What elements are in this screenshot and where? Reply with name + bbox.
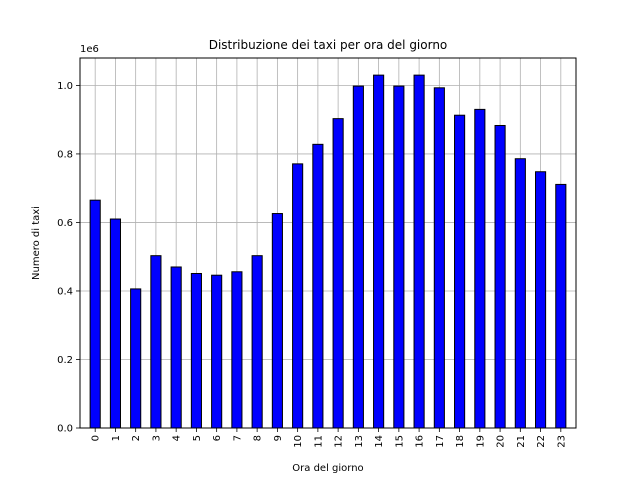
x-tick-label: 0 xyxy=(91,435,102,441)
ticks: 0 1 2 3 4 5 6 7 8 9 10 11 12 13 14 15 16 17 18 19 20 21 22 230.… xyxy=(57,81,567,448)
bar-21 xyxy=(514,158,526,429)
x-tick-label: 7 xyxy=(232,435,243,441)
x-tick-label: 18 xyxy=(455,435,466,448)
bars xyxy=(89,74,567,429)
x-tick-label: 21 xyxy=(516,435,527,448)
bar-17 xyxy=(433,87,445,429)
x-tick-label: 20 xyxy=(496,435,507,448)
x-tick-label: 19 xyxy=(475,435,486,448)
bar-1 xyxy=(109,218,121,429)
bar-8 xyxy=(251,255,263,429)
chart-title: Distribuzione dei taxi per ora del giorn… xyxy=(209,38,448,52)
x-tick-label: 12 xyxy=(334,435,345,448)
bar-14 xyxy=(373,74,385,429)
x-tick-label: 13 xyxy=(354,435,365,448)
x-tick-label: 23 xyxy=(556,435,567,448)
bar-18 xyxy=(454,114,466,429)
x-axis-label: Ora del giorno xyxy=(292,463,363,474)
x-tick-label: 22 xyxy=(536,435,547,448)
x-tick-label: 5 xyxy=(192,435,203,441)
bar-3 xyxy=(150,255,162,429)
x-tick-label: 14 xyxy=(374,435,385,448)
x-tick-label: 15 xyxy=(394,435,405,448)
x-tick-label: 11 xyxy=(313,435,324,448)
plot-frame xyxy=(79,57,577,429)
bar-20 xyxy=(494,124,506,429)
y-offset-text: 1e6 xyxy=(80,44,99,55)
bar-9 xyxy=(271,213,283,429)
bar-13 xyxy=(352,85,364,429)
x-tick-label: 9 xyxy=(273,435,284,441)
bar-7 xyxy=(231,271,243,429)
bar-4 xyxy=(170,266,182,429)
bar-2 xyxy=(130,288,142,429)
x-tick-label: 1 xyxy=(111,435,122,441)
bar-6 xyxy=(211,274,223,429)
bar-0 xyxy=(89,199,101,429)
x-tick-label: 10 xyxy=(293,435,304,448)
bar-23 xyxy=(555,183,567,429)
y-tick-label: 0.0 xyxy=(57,424,73,435)
bar-10 xyxy=(292,163,304,429)
y-tick-label: 0.4 xyxy=(57,286,73,297)
y-axis-label: Numero di taxi xyxy=(31,206,42,280)
y-tick-label: 0.6 xyxy=(57,218,73,229)
y-tick-label: 1.0 xyxy=(57,81,73,92)
bar-19 xyxy=(474,108,486,429)
x-tick-label: 16 xyxy=(415,435,426,448)
bar-15 xyxy=(393,85,405,429)
y-tick-label: 0.8 xyxy=(57,149,73,160)
bar-16 xyxy=(413,74,425,429)
x-tick-label: 8 xyxy=(253,435,264,441)
x-tick-label: 4 xyxy=(172,435,183,441)
bar-22 xyxy=(535,171,547,429)
bar-12 xyxy=(332,118,344,429)
y-tick-label: 0.2 xyxy=(57,355,73,366)
bar-5 xyxy=(190,272,202,429)
x-tick-label: 17 xyxy=(435,435,446,448)
x-tick-label: 2 xyxy=(131,435,142,441)
x-tick-label: 3 xyxy=(151,435,162,441)
bar-11 xyxy=(312,143,324,429)
x-tick-label: 6 xyxy=(212,435,223,441)
